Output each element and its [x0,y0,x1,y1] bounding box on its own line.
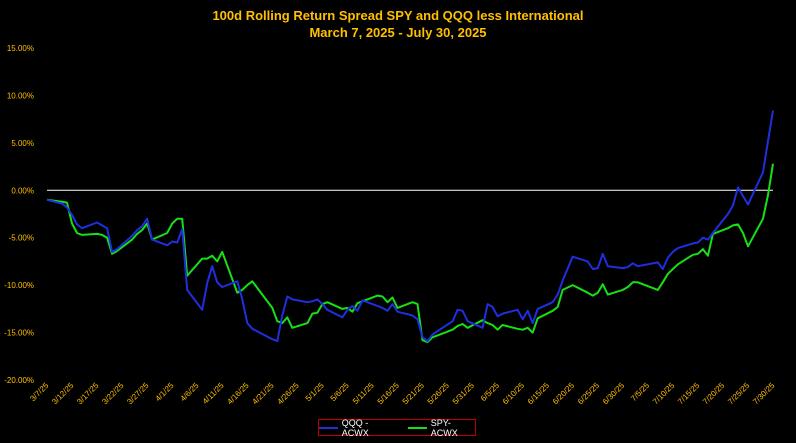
x-tick-label: 5/31/25 [451,381,477,407]
legend-swatch-qqq [319,426,338,429]
x-tick-label: 7/10/25 [651,381,677,407]
x-tick-label: 3/17/25 [75,381,101,407]
legend-label-qqq: QQQ - ACWX [341,417,369,438]
x-tick-label: 7/5/25 [629,381,651,403]
legend: QQQ - ACWX SPY-ACWX [318,417,476,438]
x-tick-label: 6/15/25 [526,381,552,407]
x-tick-label: 6/20/25 [551,381,577,407]
x-tick-label: 7/20/25 [701,381,727,407]
x-tick-label: 5/1/25 [304,381,326,403]
series-line-spy [46,163,774,344]
x-tick-label: 7/15/25 [676,381,702,407]
y-tick-label: 15.00% [7,44,34,53]
x-tick-label: 6/25/25 [576,381,602,407]
x-tick-label: 5/21/25 [401,381,427,407]
y-axis: 15.00% 10.00% 5.00% 0.00% -5.00% -10.00% -15.0… [4,44,34,385]
x-tick-label: 3/22/25 [100,381,126,407]
x-tick-label: 6/10/25 [501,381,527,407]
y-tick-label: -5.00% [9,234,34,243]
x-tick-label: 4/6/25 [179,381,201,403]
x-tick-label: 7/25/25 [726,381,752,407]
x-tick-label: 5/26/25 [426,381,452,407]
x-tick-label: 5/16/25 [376,381,402,407]
y-tick-label: -20.00% [4,376,34,385]
x-tick-label: 3/12/25 [50,381,76,407]
x-tick-label: 7/30/25 [751,381,777,407]
y-tick-label: 10.00% [7,91,34,100]
x-tick-label: 4/11/25 [201,381,226,406]
chart-title: 100d Rolling Return Spread SPY and QQQ l… [212,8,584,23]
y-tick-label: 0.00% [11,186,34,195]
y-tick-label: 5.00% [11,139,34,148]
x-tick-label: 5/11/25 [351,381,376,406]
x-tick-label: 4/21/25 [250,381,276,407]
legend-label-spy: SPY-ACWX [430,417,458,438]
x-tick-label: 6/5/25 [479,381,501,403]
x-axis: 3/7/25 3/12/25 3/17/25 3/22/25 3/27/25 4/1/25… [28,381,776,407]
series-line-qqq [46,110,774,343]
legend-item-qqq: QQQ - ACWX [319,418,394,438]
x-tick-label: 3/27/25 [125,381,151,407]
chart-subtitle: March 7, 2025 - July 30, 2025 [309,25,487,40]
x-tick-label: 4/16/25 [225,381,251,407]
x-tick-label: 4/26/25 [276,381,302,407]
series-lines [46,110,774,344]
y-tick-label: -10.00% [4,281,34,290]
y-tick-label: -15.00% [4,329,34,338]
x-tick-label: 5/6/25 [329,381,351,403]
x-tick-label: 6/30/25 [601,381,627,407]
x-tick-label: 4/1/25 [153,381,175,403]
legend-swatch-spy [407,426,427,429]
legend-item-spy: SPY-ACWX [407,417,475,438]
